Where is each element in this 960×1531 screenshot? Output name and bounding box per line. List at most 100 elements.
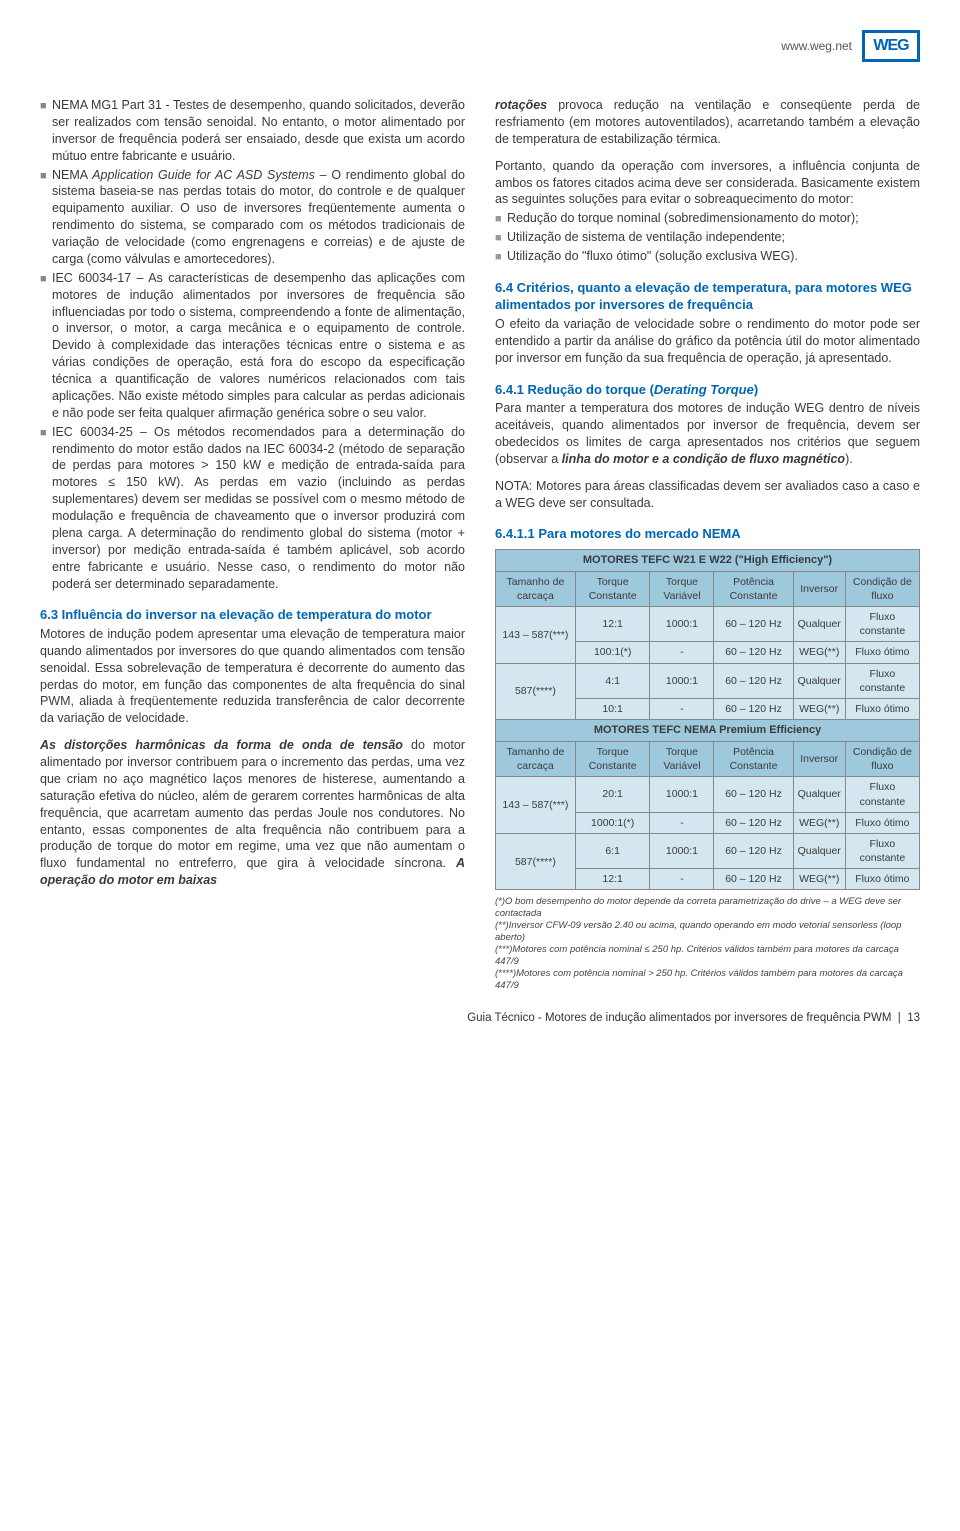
bullet-item: ■ IEC 60034-17 – As características de d… — [40, 270, 465, 422]
table-cell: 143 – 587(***) — [496, 607, 576, 664]
paragraph: NOTA: Motores para áreas classificadas d… — [495, 478, 920, 512]
table-cell: - — [650, 869, 714, 890]
page-footer: Guia Técnico - Motores de indução alimen… — [40, 1011, 920, 1027]
table-footnotes: (*)O bom desempenho do motor depende da … — [495, 896, 920, 991]
table-cell: Qualquer — [793, 833, 845, 868]
table-row: 587(****)6:11000:160 – 120 HzQualquerFlu… — [496, 833, 920, 868]
table-cell: 10:1 — [575, 698, 650, 719]
brand-logo: WEG — [862, 30, 920, 62]
col-header: Torque Constante — [575, 571, 650, 606]
table-cell: 60 – 120 Hz — [714, 833, 793, 868]
section-6-4-1-title: 6.4.1 Redução do torque (Derating Torque… — [495, 381, 920, 399]
table-body-2: 143 – 587(***)20:11000:160 – 120 HzQualq… — [496, 777, 920, 890]
table-cell: Fluxo ótimo — [845, 698, 919, 719]
bullet-item: ■ Utilização de sistema de ventilação in… — [495, 229, 920, 246]
bullet-text: IEC 60034-25 – Os métodos recomendados p… — [52, 424, 465, 593]
bullet-item: ■ IEC 60034-25 – Os métodos recomendados… — [40, 424, 465, 593]
table-cell: 60 – 120 Hz — [714, 869, 793, 890]
bullet-marker-icon: ■ — [495, 248, 507, 265]
bullet-marker-icon: ■ — [40, 424, 52, 593]
table-cell: 60 – 120 Hz — [714, 607, 793, 642]
table-header-row: Tamanho de carcaça Torque Constante Torq… — [496, 742, 920, 777]
table-cell: 1000:1 — [650, 777, 714, 812]
table-cell: WEG(**) — [793, 869, 845, 890]
section-6-3-title: 6.3 Influência do inversor na elevação d… — [40, 606, 465, 624]
table-body-1: 143 – 587(***)12:11000:160 – 120 HzQualq… — [496, 607, 920, 720]
page-root: www.weg.net WEG ■ NEMA MG1 Part 31 - Tes… — [0, 0, 960, 1047]
bullet-marker-icon: ■ — [495, 229, 507, 246]
table-cell: WEG(**) — [793, 698, 845, 719]
paragraph: Motores de indução podem apresentar uma … — [40, 626, 465, 727]
table-cell: 20:1 — [575, 777, 650, 812]
col-header: Potência Constante — [714, 571, 793, 606]
col-header: Inversor — [793, 742, 845, 777]
bullet-text: IEC 60034-17 – As características de des… — [52, 270, 465, 422]
header-url: www.weg.net — [781, 38, 852, 54]
left-column: ■ NEMA MG1 Part 31 - Testes de desempenh… — [40, 97, 465, 991]
table-cell: - — [650, 642, 714, 663]
bullet-text: NEMA Application Guide for AC ASD System… — [52, 167, 465, 268]
bullet-item: ■ Redução do torque nominal (sobredimens… — [495, 210, 920, 227]
paragraph: rotações provoca redução na ventilação e… — [495, 97, 920, 148]
table-cell: 60 – 120 Hz — [714, 812, 793, 833]
footnote: (****)Motores com potência nominal > 250… — [495, 968, 920, 992]
table-header-row: Tamanho de carcaça Torque Constante Torq… — [496, 571, 920, 606]
table-cell: Fluxo constante — [845, 777, 919, 812]
right-column: rotações provoca redução na ventilação e… — [495, 97, 920, 991]
table-cell: - — [650, 812, 714, 833]
table-cell: Fluxo constante — [845, 607, 919, 642]
table-cell: 587(****) — [496, 833, 576, 890]
table-title: MOTORES TEFC NEMA Premium Efficiency — [496, 720, 920, 742]
col-header: Condição de fluxo — [845, 742, 919, 777]
col-header: Torque Variável — [650, 571, 714, 606]
col-header: Torque Variável — [650, 742, 714, 777]
bullet-item: ■ NEMA MG1 Part 31 - Testes de desempenh… — [40, 97, 465, 165]
table-cell: 12:1 — [575, 607, 650, 642]
table-cell: 12:1 — [575, 869, 650, 890]
footer-page-number: 13 — [907, 1012, 920, 1024]
table-title: MOTORES TEFC W21 E W22 ("High Efficiency… — [496, 549, 920, 571]
table-cell: 1000:1(*) — [575, 812, 650, 833]
col-header: Tamanho de carcaça — [496, 571, 576, 606]
table-cell: 6:1 — [575, 833, 650, 868]
bullet-text: Redução do torque nominal (sobredimensio… — [507, 210, 920, 227]
bullet-marker-icon: ■ — [40, 167, 52, 268]
bullet-text: NEMA MG1 Part 31 - Testes de desempenho,… — [52, 97, 465, 165]
footnote: (**)Inversor CFW-09 versão 2.40 ou acima… — [495, 920, 920, 944]
table-row: 143 – 587(***)12:11000:160 – 120 HzQualq… — [496, 607, 920, 642]
motor-table: MOTORES TEFC W21 E W22 ("High Efficiency… — [495, 549, 920, 890]
bullet-text: Utilização de sistema de ventilação inde… — [507, 229, 920, 246]
footnote: (***)Motores com potência nominal ≤ 250 … — [495, 944, 920, 968]
table-cell: 1000:1 — [650, 833, 714, 868]
bullet-marker-icon: ■ — [495, 210, 507, 227]
page-header: www.weg.net WEG — [40, 30, 920, 62]
table-cell: Fluxo ótimo — [845, 812, 919, 833]
table-cell: WEG(**) — [793, 812, 845, 833]
table-cell: 60 – 120 Hz — [714, 663, 793, 698]
col-header: Potência Constante — [714, 742, 793, 777]
content-columns: ■ NEMA MG1 Part 31 - Testes de desempenh… — [40, 97, 920, 991]
table-cell: WEG(**) — [793, 642, 845, 663]
table-row: 587(****)4:11000:160 – 120 HzQualquerFlu… — [496, 663, 920, 698]
footer-text: Guia Técnico - Motores de indução alimen… — [467, 1012, 891, 1024]
table-cell: 60 – 120 Hz — [714, 777, 793, 812]
paragraph: Para manter a temperatura dos motores de… — [495, 400, 920, 468]
section-6-4-1-1-title: 6.4.1.1 Para motores do mercado NEMA — [495, 525, 920, 543]
table-cell: 4:1 — [575, 663, 650, 698]
table-cell: Qualquer — [793, 777, 845, 812]
table-cell: Fluxo constante — [845, 833, 919, 868]
table-cell: 60 – 120 Hz — [714, 642, 793, 663]
table-cell: 1000:1 — [650, 663, 714, 698]
table-cell: 60 – 120 Hz — [714, 698, 793, 719]
col-header: Tamanho de carcaça — [496, 742, 576, 777]
col-header: Inversor — [793, 571, 845, 606]
table-cell: 100:1(*) — [575, 642, 650, 663]
table-cell: 1000:1 — [650, 607, 714, 642]
table-cell: Fluxo constante — [845, 663, 919, 698]
table-cell: Qualquer — [793, 607, 845, 642]
table-cell: Fluxo ótimo — [845, 869, 919, 890]
bullet-marker-icon: ■ — [40, 97, 52, 165]
section-6-4-title: 6.4 Critérios, quanto a elevação de temp… — [495, 279, 920, 314]
table-row: 143 – 587(***)20:11000:160 – 120 HzQualq… — [496, 777, 920, 812]
paragraph: Portanto, quando da operação com inverso… — [495, 158, 920, 209]
